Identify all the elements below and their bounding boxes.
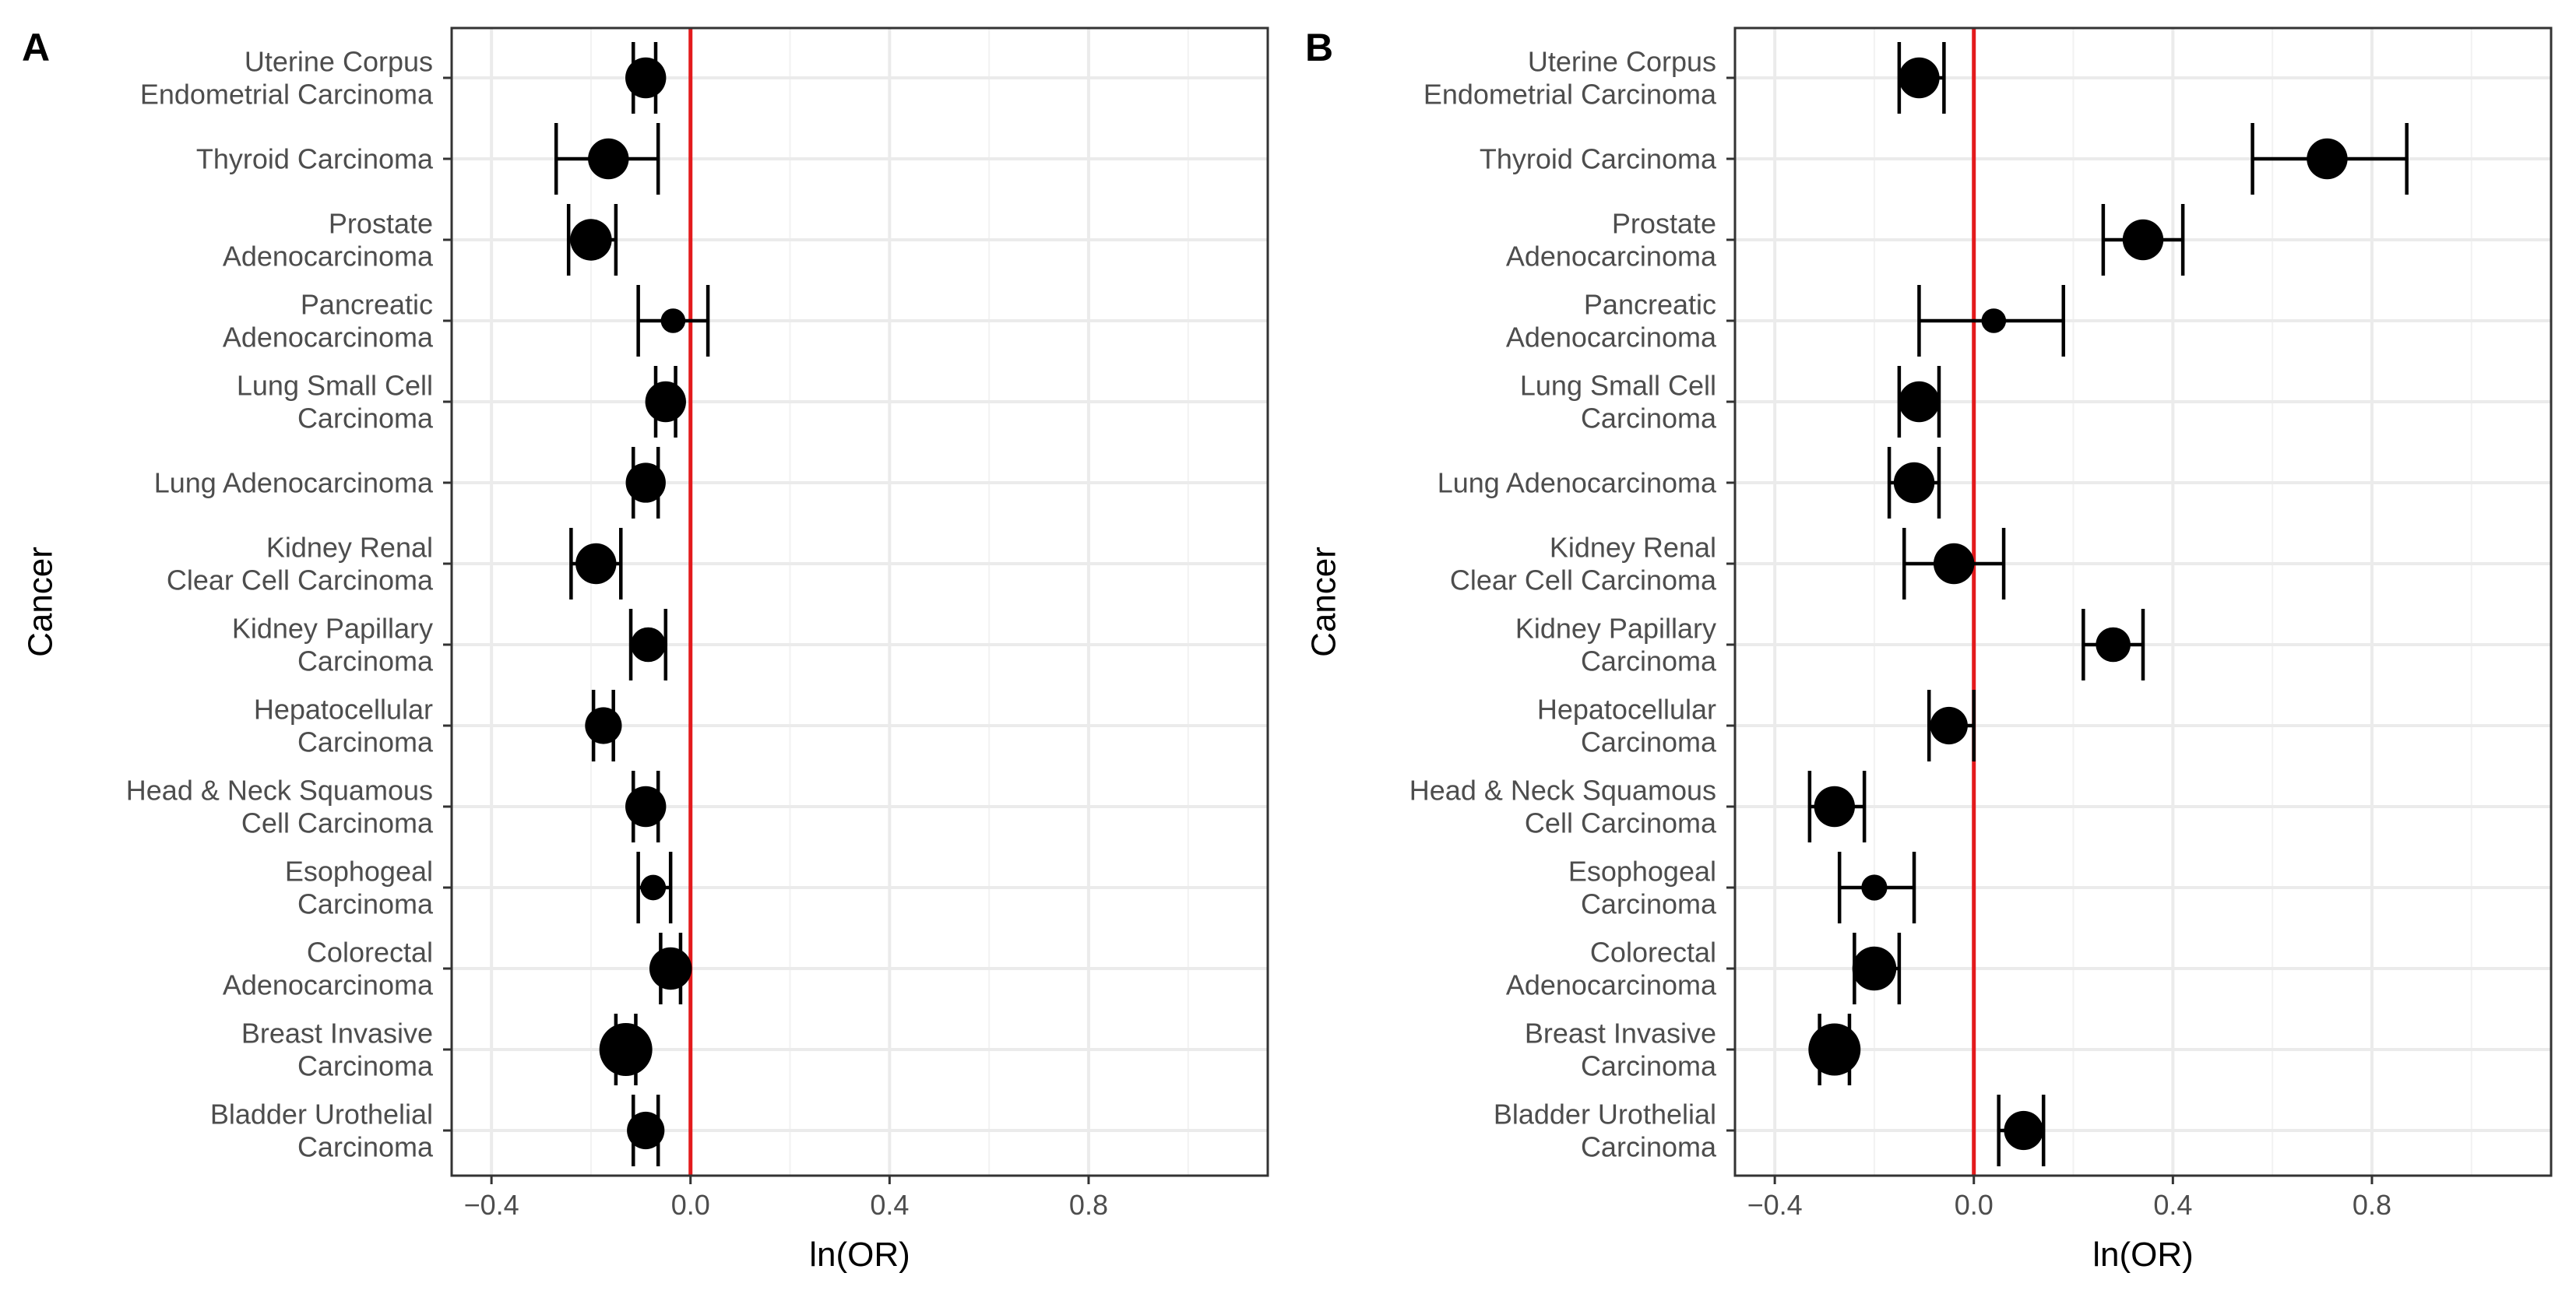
category-label: Lung Small Cell — [1520, 370, 1716, 402]
point-estimate — [1852, 946, 1897, 991]
category-label: Hepatocellular — [254, 694, 433, 726]
category-label: Carcinoma — [1581, 726, 1717, 758]
category-label: Colorectal — [307, 937, 433, 969]
category-label: Clear Cell Carcinoma — [167, 564, 434, 596]
point-estimate — [625, 786, 667, 828]
category-label: Adenocarcinoma — [223, 241, 434, 272]
panel-label: A — [22, 26, 50, 69]
point-estimate — [625, 57, 667, 99]
category-label: Esophogeal — [1568, 856, 1716, 888]
category-label: Colorectal — [1590, 937, 1716, 969]
y-axis-title: Cancer — [1305, 547, 1343, 657]
category-label: Carcinoma — [297, 1131, 434, 1163]
category-label: Adenocarcinoma — [223, 969, 434, 1001]
point-estimate — [627, 1111, 665, 1150]
point-estimate — [2096, 627, 2131, 663]
x-tick-label: 0.8 — [2353, 1189, 2391, 1221]
x-tick-label: 0.4 — [2153, 1189, 2192, 1221]
category-label: Adenocarcinoma — [223, 322, 434, 353]
x-tick-label: 0.8 — [1069, 1189, 1108, 1221]
category-label: Clear Cell Carcinoma — [1450, 564, 1717, 596]
x-tick-label: 0.0 — [1955, 1189, 1994, 1221]
panel-border — [450, 26, 1269, 1177]
category-label: Carcinoma — [297, 645, 434, 677]
point-estimate — [645, 381, 686, 423]
category-label: Hepatocellular — [1537, 694, 1716, 726]
point-estimate — [1933, 543, 1975, 585]
category-label: Adenocarcinoma — [1506, 241, 1717, 272]
category-label: Adenocarcinoma — [1506, 322, 1717, 353]
category-label: Carcinoma — [1581, 1050, 1717, 1082]
x-tick-label: 0.0 — [671, 1189, 710, 1221]
category-label: Breast Invasive — [241, 1018, 433, 1050]
point-estimate — [570, 219, 612, 261]
panel-label: B — [1305, 26, 1333, 69]
category-label: Carcinoma — [1581, 403, 1717, 434]
category-label: Endometrial Carcinoma — [140, 79, 434, 111]
category-label: Prostate — [329, 208, 433, 240]
point-estimate — [2307, 138, 2348, 180]
point-estimate — [1861, 874, 1888, 901]
category-label: Breast Invasive — [1525, 1018, 1716, 1050]
category-label: Carcinoma — [1581, 1131, 1717, 1163]
category-label: Lung Adenocarcinoma — [1438, 467, 1717, 499]
y-axis-title: Cancer — [22, 547, 60, 657]
point-estimate — [631, 627, 666, 663]
category-label: Lung Adenocarcinoma — [154, 467, 434, 499]
category-label: Carcinoma — [297, 888, 434, 920]
category-label: Kidney Papillary — [1515, 613, 1716, 645]
point-estimate — [640, 874, 667, 901]
point-estimate — [599, 1023, 653, 1076]
category-label: Lung Small Cell — [237, 370, 433, 402]
category-label: Bladder Urothelial — [1494, 1099, 1716, 1130]
x-axis-title: ln(OR) — [809, 1236, 910, 1274]
category-label: Bladder Urothelial — [210, 1099, 433, 1130]
category-label: Kidney Renal — [266, 532, 433, 564]
point-estimate — [585, 707, 622, 744]
point-estimate — [588, 138, 629, 180]
category-label: Head & Neck Squamous — [126, 775, 433, 807]
point-estimate — [1899, 57, 1940, 99]
category-label: Carcinoma — [297, 403, 434, 434]
category-label: Carcinoma — [1581, 645, 1717, 677]
category-label: Thyroid Carcinoma — [1480, 143, 1717, 175]
point-estimate — [1899, 381, 1940, 423]
point-estimate — [1808, 1023, 1861, 1076]
category-label: Carcinoma — [297, 1050, 434, 1082]
category-label: Cell Carcinoma — [1525, 807, 1717, 839]
point-estimate — [1930, 706, 1968, 745]
point-estimate — [2122, 219, 2164, 261]
category-label: Uterine Corpus — [1528, 46, 1716, 78]
point-estimate — [625, 462, 666, 503]
panel-border — [1733, 26, 2553, 1177]
category-label: Prostate — [1612, 208, 1716, 240]
category-label: Pancreatic — [301, 289, 433, 321]
category-label: Carcinoma — [1581, 888, 1717, 920]
x-axis-title: ln(OR) — [2092, 1236, 2194, 1274]
category-label: Adenocarcinoma — [1506, 969, 1717, 1001]
point-estimate — [1814, 786, 1856, 828]
x-tick-label: −0.4 — [1747, 1189, 1803, 1221]
category-label: Esophogeal — [285, 856, 433, 888]
point-estimate — [2004, 1110, 2043, 1151]
category-label: Cell Carcinoma — [241, 807, 434, 839]
point-estimate — [575, 543, 617, 585]
x-tick-label: 0.4 — [870, 1189, 909, 1221]
category-label: Endometrial Carcinoma — [1423, 79, 1717, 111]
point-estimate — [1981, 308, 2007, 333]
point-estimate — [1893, 462, 1935, 504]
category-label: Uterine Corpus — [245, 46, 433, 78]
category-label: Head & Neck Squamous — [1409, 775, 1716, 807]
point-estimate — [649, 947, 692, 990]
category-label: Kidney Renal — [1550, 532, 1716, 564]
point-estimate — [660, 308, 686, 333]
x-tick-label: −0.4 — [464, 1189, 519, 1221]
category-label: Pancreatic — [1584, 289, 1716, 321]
category-label: Carcinoma — [297, 726, 434, 758]
category-label: Thyroid Carcinoma — [196, 143, 434, 175]
category-label: Kidney Papillary — [232, 613, 433, 645]
